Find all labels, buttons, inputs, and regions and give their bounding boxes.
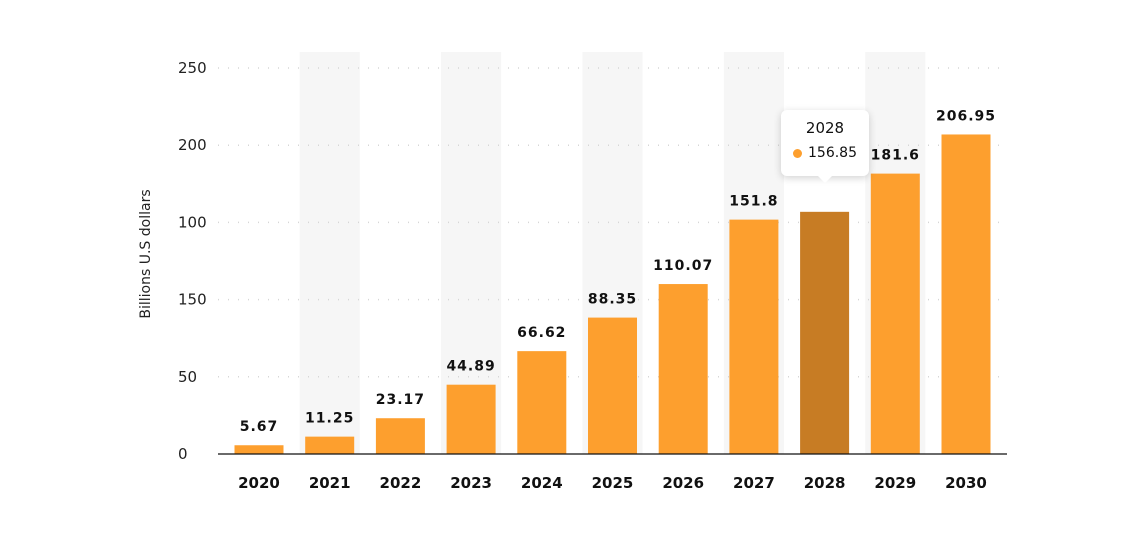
tooltip: 2028 156.85	[781, 110, 869, 183]
bar-2021	[305, 436, 355, 454]
bar-2025	[588, 317, 637, 454]
x-tick-label: 2021	[309, 474, 351, 492]
y-tick-label: 150	[178, 291, 207, 309]
bar-2020	[234, 445, 284, 454]
value-label-2027: 151.8	[729, 194, 778, 210]
tooltip-value: 156.85	[808, 145, 857, 161]
value-label-2020: 5.67	[240, 419, 279, 435]
y-tick-label: 0	[178, 445, 188, 463]
x-tick-label: 2020	[238, 474, 280, 492]
x-tick-label: 2030	[945, 474, 987, 492]
tooltip-title: 2028	[805, 119, 845, 137]
bar-2022	[375, 418, 425, 454]
x-tick-label: 2029	[874, 474, 916, 492]
x-tick-label: 2027	[733, 474, 775, 492]
bar-2024	[517, 351, 567, 454]
y-axis-label: Billions U.S dollars	[138, 189, 154, 318]
bar-2023	[446, 384, 496, 454]
x-tick-label: 2022	[380, 474, 422, 492]
value-label-2030: 206.95	[936, 108, 996, 124]
x-tick-label: 2025	[592, 474, 634, 492]
value-label-2024: 66.62	[517, 325, 566, 341]
series-dot-icon	[793, 148, 802, 158]
bar-2027	[729, 219, 779, 454]
x-tick-label: 2023	[450, 474, 492, 492]
bar-2029	[870, 173, 920, 454]
value-label-2026: 110.07	[653, 258, 713, 274]
x-tick-label: 2026	[662, 474, 704, 492]
y-tick-label: 200	[178, 136, 207, 154]
column-band	[299, 52, 360, 454]
value-label-2021: 11.25	[305, 411, 354, 427]
y-tick-label: 100	[178, 213, 207, 231]
bar-2030	[941, 134, 991, 455]
x-tick-label: 2028	[804, 474, 846, 492]
value-label-2029: 181.6	[871, 148, 920, 164]
tooltip-pointer	[818, 176, 832, 183]
value-label-2025: 88.35	[588, 292, 637, 308]
y-tick-label: 250	[178, 59, 207, 77]
value-label-2022: 23.17	[376, 392, 425, 408]
x-tick-label: 2024	[521, 474, 563, 492]
value-label-2023: 44.89	[446, 359, 495, 375]
bar-2026	[658, 284, 708, 454]
y-tick-label: 50	[178, 368, 197, 386]
bar-2028	[800, 211, 850, 454]
